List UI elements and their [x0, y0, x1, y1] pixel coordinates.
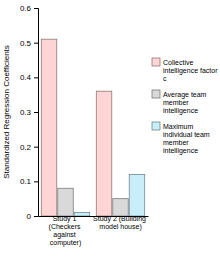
chart-container: 0 0.1 0.2 0.3 0.4 0.5 0.6 Study 1 (Checkers aga… — [0, 0, 220, 258]
legend-item: Average team member intelligence — [152, 90, 208, 115]
y-tick-mark — [34, 8, 38, 9]
text-line: member — [163, 99, 191, 106]
text-line: c — [163, 75, 167, 82]
y-tick-mark — [34, 181, 38, 182]
text-line: computer) — [50, 239, 82, 247]
text-line: Study 1 — [53, 215, 79, 223]
bar — [113, 199, 128, 216]
legend-label: Collective intelligence factor c — [163, 59, 219, 82]
bars — [41, 39, 144, 216]
y-axis-title: Standardized Regression Coefficients — [2, 45, 11, 179]
y-tick: 0.4 — [20, 73, 38, 82]
y-tick: 0.1 — [20, 177, 38, 186]
plot: 0 0.1 0.2 0.3 0.4 0.5 0.6 Study 1 (Checkers aga… — [20, 4, 149, 247]
text-line: (Checkers — [49, 223, 83, 231]
y-tick-mark — [34, 43, 38, 44]
y-tick-label: 0.4 — [20, 73, 32, 82]
y-tick-label: 0.1 — [20, 177, 32, 186]
text-line: intelligence factor — [163, 67, 219, 75]
legend-label: Maximum individual team member intellige… — [163, 123, 212, 155]
y-tick-label: 0.5 — [20, 39, 32, 48]
legend-label: Average team member intelligence — [163, 91, 208, 115]
text-line: Average team — [163, 91, 208, 99]
y-tick-mark — [34, 216, 38, 217]
x-tick-label: Study 2 (Building model house) — [93, 215, 148, 231]
text-line: intelligence — [163, 107, 198, 115]
y-tick-mark — [34, 77, 38, 78]
y-tick-label: 0.2 — [20, 143, 32, 152]
y-tick-mark — [34, 112, 38, 113]
y-tick-label: 0.6 — [20, 4, 32, 13]
y-tick-label: 0.3 — [20, 108, 32, 117]
text-line: Collective — [163, 59, 195, 66]
y-tick: 0.5 — [20, 39, 38, 48]
y-axis: 0 0.1 0.2 0.3 0.4 0.5 0.6 — [20, 4, 39, 221]
chart-svg: 0 0.1 0.2 0.3 0.4 0.5 0.6 Study 1 (Checkers aga… — [0, 0, 220, 258]
y-tick: 0.3 — [20, 108, 38, 117]
legend-swatch — [152, 122, 160, 130]
y-tick: 0.6 — [20, 4, 38, 13]
legend-item: Maximum individual team member intellige… — [152, 122, 212, 155]
legend-swatch — [152, 58, 160, 66]
legend: Collective intelligence factor c Average … — [152, 58, 219, 155]
x-tick: Study 2 (Building model house) — [93, 215, 148, 231]
text-line: model house) — [99, 223, 141, 231]
x-axis: Study 1 (Checkers against computer)Study… — [39, 215, 149, 247]
y-tick: 0.2 — [20, 143, 38, 152]
legend-item: Collective intelligence factor c — [152, 58, 219, 82]
text-line: member — [163, 139, 191, 146]
bar — [96, 91, 111, 216]
y-tick-mark — [34, 147, 38, 148]
bar — [41, 39, 56, 216]
text-line: against — [53, 231, 78, 239]
x-tick: Study 1 (Checkers against computer) — [49, 215, 83, 247]
y-axis-line — [34, 9, 39, 217]
y-tick-label: 0 — [27, 212, 32, 221]
text-line: Study 2 (Building — [93, 215, 148, 223]
x-tick-label: Study 1 (Checkers against computer) — [49, 215, 83, 247]
text-line: intelligence — [163, 147, 198, 155]
bar — [129, 174, 144, 216]
text-line: Maximum — [163, 123, 195, 130]
bar — [58, 188, 73, 216]
legend-swatch — [152, 90, 160, 98]
y-tick: 0 — [27, 212, 38, 221]
text-line: individual team — [163, 131, 212, 138]
